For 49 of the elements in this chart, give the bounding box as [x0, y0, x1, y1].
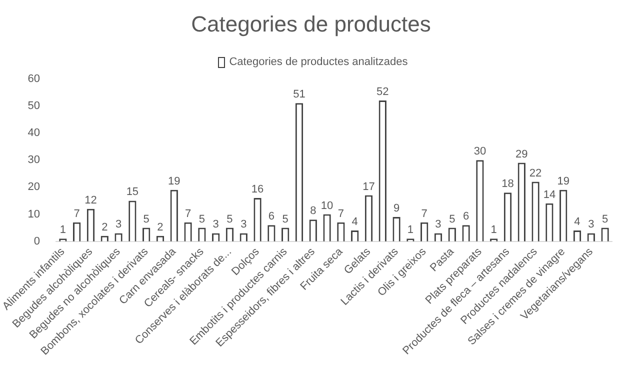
data-label: 3 [588, 218, 594, 231]
y-tick-label: 50 [28, 100, 40, 112]
data-label: 5 [449, 213, 456, 226]
data-label: 16 [251, 184, 264, 196]
y-tick-label: 40 [28, 127, 40, 140]
chart-title: Categories de productes [191, 11, 431, 36]
data-label: 6 [462, 210, 470, 223]
data-label: 5 [602, 213, 608, 226]
data-label: 4 [352, 216, 358, 228]
data-label: 15 [126, 186, 139, 198]
data-label: 7 [74, 208, 80, 220]
y-tick-label: 60 [28, 72, 40, 85]
data-label: 4 [574, 216, 580, 228]
data-label: 7 [421, 208, 428, 220]
data-label: 5 [198, 213, 206, 226]
data-label: 12 [84, 194, 97, 206]
data-label: 14 [543, 188, 556, 201]
data-label: 19 [557, 175, 570, 188]
data-label: 3 [435, 218, 442, 231]
data-label: 5 [282, 213, 288, 226]
data-label: 7 [184, 208, 192, 220]
data-label: 9 [393, 202, 400, 214]
data-label: 2 [102, 221, 108, 234]
data-label: 3 [240, 218, 247, 231]
y-tick-label: 10 [28, 208, 40, 220]
data-label: 1 [407, 224, 414, 236]
data-label: 3 [115, 218, 122, 231]
data-label: 2 [157, 221, 164, 234]
data-label: 51 [293, 88, 306, 101]
y-tick-label: 0 [34, 235, 40, 248]
data-label: 30 [474, 146, 486, 158]
data-label: 17 [362, 180, 375, 193]
data-label: 5 [226, 213, 233, 226]
data-label: 5 [143, 213, 150, 226]
data-label: 3 [212, 218, 219, 231]
data-label: 7 [338, 208, 344, 220]
data-label: 29 [516, 148, 528, 160]
data-label: 18 [502, 178, 514, 190]
data-label: 6 [268, 210, 275, 223]
data-label: 1 [60, 224, 66, 236]
data-label: 1 [490, 224, 497, 236]
y-tick-label: 30 [28, 154, 40, 166]
data-label: 52 [376, 86, 389, 98]
data-label: 10 [320, 200, 334, 212]
data-label: 22 [529, 167, 542, 180]
y-tick-label: 20 [28, 181, 40, 194]
data-label: 8 [310, 205, 316, 218]
data-label: 19 [168, 175, 180, 188]
text: Categories de productes analitzades [229, 56, 408, 68]
